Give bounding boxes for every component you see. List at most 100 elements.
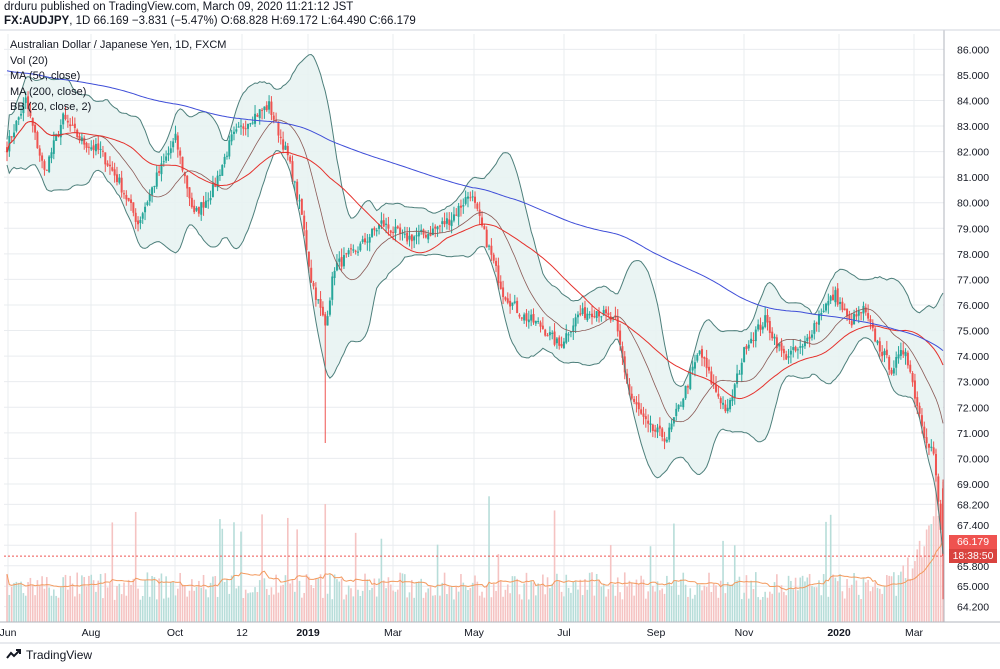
volume-bar xyxy=(469,588,472,622)
candle xyxy=(228,135,231,160)
candle-body xyxy=(588,314,591,316)
candle xyxy=(747,340,750,351)
volume-bar xyxy=(535,595,537,622)
volume-bar xyxy=(811,586,813,622)
candle-body xyxy=(410,234,413,242)
volume-bar xyxy=(350,588,352,622)
candle-body xyxy=(581,308,584,315)
volume-bar xyxy=(722,540,724,622)
candle-body xyxy=(792,347,795,350)
candle-body xyxy=(176,135,179,150)
candle xyxy=(705,349,708,377)
volume-bar xyxy=(123,582,125,622)
candle xyxy=(499,275,502,290)
candle xyxy=(588,311,591,319)
candle xyxy=(282,131,285,154)
candle xyxy=(698,350,701,356)
volume-bar xyxy=(41,576,43,622)
candle-body xyxy=(45,169,48,171)
candle xyxy=(857,306,860,324)
candle-body xyxy=(392,231,395,234)
volume-bar xyxy=(598,580,600,622)
volume-bar xyxy=(331,599,334,622)
volume-bar xyxy=(836,581,839,622)
volume-bar xyxy=(265,588,268,622)
candle-body xyxy=(927,444,930,448)
volume-bar xyxy=(216,596,219,622)
legend-bb[interactable]: BB (20, close, 2) xyxy=(10,101,92,113)
candle-body xyxy=(204,200,207,208)
candle xyxy=(244,120,247,136)
volume-bar xyxy=(289,583,291,622)
volume-bar xyxy=(22,593,25,622)
candle-body xyxy=(724,404,727,412)
candle xyxy=(773,333,776,346)
candle xyxy=(139,216,142,230)
candle-body xyxy=(579,313,582,315)
candle-body xyxy=(834,290,837,303)
candle xyxy=(406,226,409,245)
volume-bar xyxy=(509,593,511,622)
volume-bar xyxy=(404,574,406,622)
candle xyxy=(474,191,476,209)
candle xyxy=(679,401,682,407)
candle xyxy=(675,402,678,421)
candle xyxy=(209,190,212,205)
candle xyxy=(574,313,577,334)
volume-bar xyxy=(120,594,123,622)
volume-bar xyxy=(95,591,97,622)
candle xyxy=(396,225,399,230)
volume-bar xyxy=(694,594,696,622)
volume-bar xyxy=(408,592,411,622)
volume-bar xyxy=(425,592,427,622)
author-name[interactable]: drduru xyxy=(4,1,38,13)
candle-body xyxy=(726,407,729,412)
volume-bar xyxy=(24,595,27,622)
volume-bar xyxy=(315,578,317,622)
legend-ma200[interactable]: MA (200, close) xyxy=(10,85,87,98)
candle xyxy=(144,202,147,221)
volume-bar xyxy=(233,522,235,622)
volume-bar xyxy=(513,576,516,622)
candle-body xyxy=(445,218,448,224)
candle xyxy=(368,233,371,252)
candle xyxy=(132,202,135,217)
candle-body xyxy=(544,329,547,336)
volume-bar xyxy=(277,592,280,622)
candle-body xyxy=(775,337,778,349)
candle xyxy=(874,326,877,343)
candle xyxy=(586,307,589,322)
volume-bar xyxy=(188,590,191,622)
volume-bar xyxy=(172,581,174,622)
candle xyxy=(153,185,156,193)
candle xyxy=(137,216,140,232)
volume-bar xyxy=(153,577,156,622)
candle xyxy=(471,190,474,202)
candle-body xyxy=(223,156,226,165)
legend-ma50[interactable]: MA (50, close) xyxy=(10,70,81,82)
legend-vol[interactable]: Vol (20) xyxy=(10,54,48,67)
close-value: 66.179 xyxy=(380,15,416,27)
volume-bar xyxy=(605,596,607,622)
candle xyxy=(794,345,797,353)
candle-body xyxy=(6,147,8,153)
y-tick-label: 83.000 xyxy=(957,121,989,133)
candle xyxy=(513,294,516,305)
tradingview-brand[interactable]: TradingView xyxy=(6,648,92,662)
candle-body xyxy=(73,123,76,129)
candle-body xyxy=(780,342,783,351)
candle-body xyxy=(820,312,823,315)
volume-bar xyxy=(389,584,392,622)
candle xyxy=(34,122,37,140)
volume-bar xyxy=(460,574,462,622)
candle-body xyxy=(55,134,58,141)
candle xyxy=(909,360,912,374)
y-tick-label: 75.000 xyxy=(957,326,989,338)
y-tick-label: 82.000 xyxy=(957,147,989,159)
volume-bar xyxy=(609,545,612,622)
candle-body xyxy=(457,205,460,217)
volume-bar xyxy=(279,585,282,622)
volume-bar xyxy=(530,580,532,622)
tradingview-logo-icon xyxy=(6,649,21,659)
